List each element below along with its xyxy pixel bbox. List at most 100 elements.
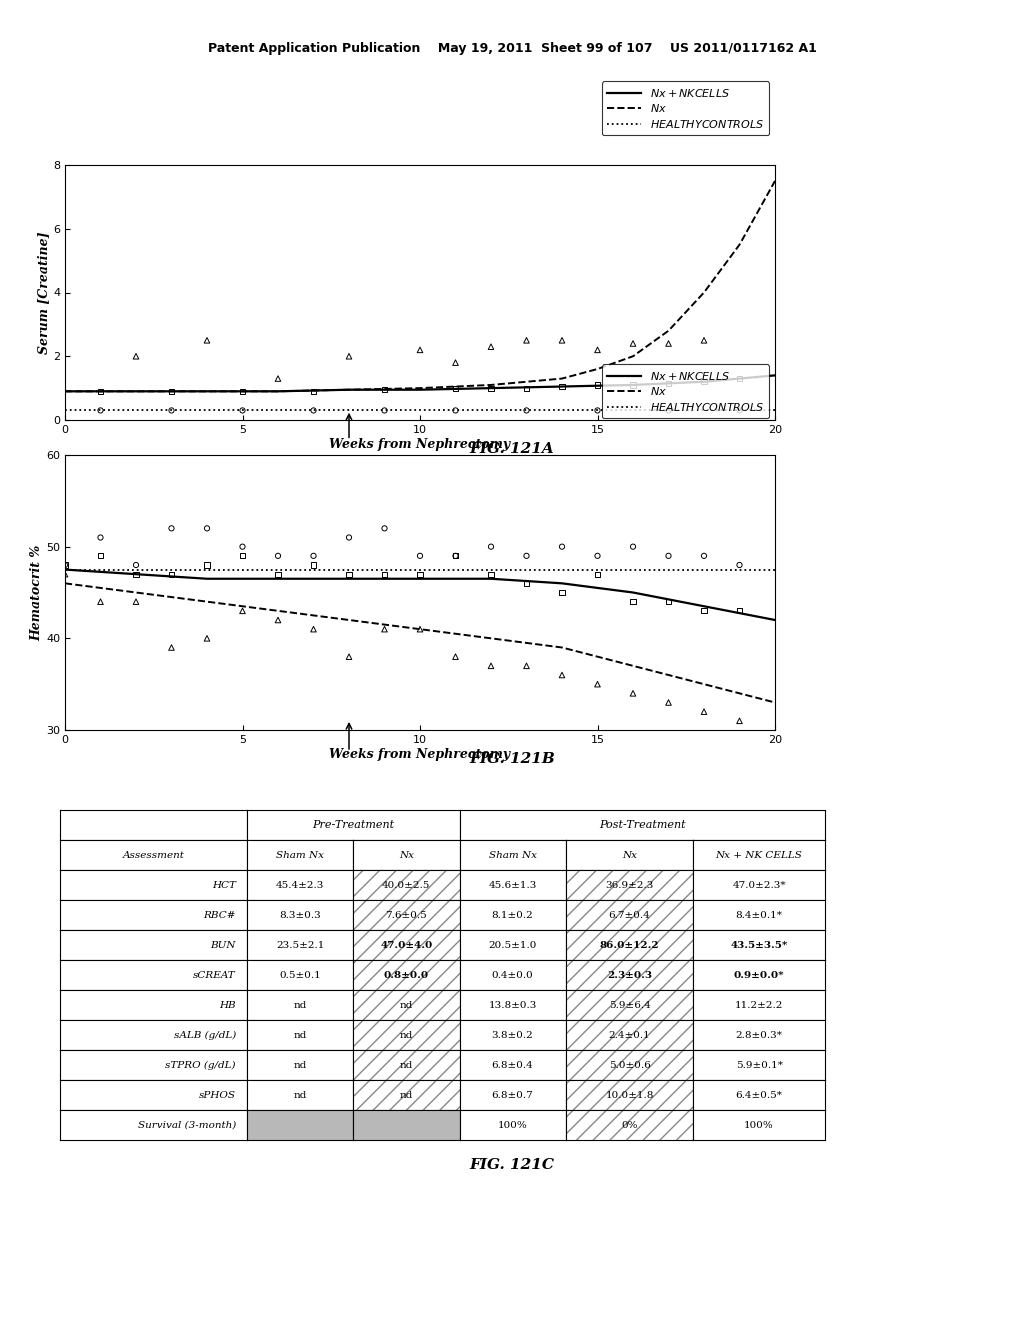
Point [234,601,251,622]
Point [589,673,605,694]
Text: Post-Treatment: Post-Treatment [599,820,685,830]
Point [376,379,392,400]
Text: nd: nd [399,1031,413,1040]
Point [518,545,535,566]
Point [731,400,748,421]
Point [234,400,251,421]
Point [199,628,215,649]
Point [482,378,499,399]
Point [696,545,713,566]
Text: 0.8±0.0: 0.8±0.0 [384,970,429,979]
Legend: $Nx + NK CELLS$, $Nx$, $HEALTHY CONTROLS$: $Nx + NK CELLS$, $Nx$, $HEALTHY CONTROLS… [602,364,769,418]
Point [518,400,535,421]
Point [660,545,677,566]
Y-axis label: Serum [Creatine]: Serum [Creatine] [37,231,50,354]
Point [447,545,464,566]
Point [92,545,109,566]
Point [163,517,179,539]
Point [589,400,605,421]
Text: nd: nd [399,1060,413,1069]
Text: BUN: BUN [210,940,236,949]
Text: 8.3±0.3: 8.3±0.3 [280,911,321,920]
Text: 100%: 100% [498,1121,527,1130]
Text: Nx: Nx [399,850,414,859]
X-axis label: Weeks from Nephrectomy: Weeks from Nephrectomy [330,438,511,450]
Point [447,352,464,374]
Point [269,610,286,631]
Text: 5.9±6.4: 5.9±6.4 [608,1001,650,1010]
Text: nd: nd [294,1031,307,1040]
Text: 5.9±0.1*: 5.9±0.1* [735,1060,782,1069]
Text: FIG. 121B: FIG. 121B [469,752,555,766]
Point [412,619,428,640]
Point [128,346,144,367]
X-axis label: Weeks from Nephrectomy: Weeks from Nephrectomy [330,747,511,760]
Point [305,545,322,566]
Text: 0.9±0.0*: 0.9±0.0* [734,970,784,979]
Y-axis label: Hematocrit %: Hematocrit % [31,544,43,640]
Text: 45.4±2.3: 45.4±2.3 [275,880,325,890]
Point [234,380,251,401]
Text: 8.1±0.2: 8.1±0.2 [492,911,534,920]
Point [554,376,570,397]
Point [447,645,464,667]
Point [554,330,570,351]
Point [341,346,357,367]
Point [482,655,499,676]
Point [625,682,641,704]
Point [660,591,677,612]
Point [412,545,428,566]
Point [696,330,713,351]
Text: nd: nd [294,1001,307,1010]
Point [56,564,73,585]
Text: 36.9±2.3: 36.9±2.3 [605,880,653,890]
Point [92,527,109,548]
Point [447,378,464,399]
Point [589,564,605,585]
Text: 2.3±0.3: 2.3±0.3 [607,970,652,979]
Text: Patent Application Publication    May 19, 2011  Sheet 99 of 107    US 2011/01171: Patent Application Publication May 19, 2… [208,42,816,55]
Point [482,337,499,358]
Point [660,400,677,421]
Point [482,564,499,585]
Text: FIG. 121A: FIG. 121A [470,442,554,455]
Text: 8.4±0.1*: 8.4±0.1* [735,911,782,920]
Text: 43.5±3.5*: 43.5±3.5* [730,940,787,949]
Text: 0%: 0% [622,1121,638,1130]
Point [554,664,570,685]
Text: 10.0±1.8: 10.0±1.8 [605,1090,653,1100]
Point [554,582,570,603]
Point [554,536,570,557]
Point [518,573,535,594]
Point [447,545,464,566]
Point [482,536,499,557]
Text: Survival (3-month): Survival (3-month) [137,1121,236,1130]
Text: 0.4±0.0: 0.4±0.0 [492,970,534,979]
Text: sCREAT: sCREAT [194,970,236,979]
Point [234,545,251,566]
Text: 6.8±0.7: 6.8±0.7 [492,1090,534,1100]
Point [56,554,73,576]
Text: 20.5±1.0: 20.5±1.0 [488,940,537,949]
Text: nd: nd [399,1001,413,1010]
Point [376,619,392,640]
Point [696,371,713,392]
Point [56,554,73,576]
Point [234,536,251,557]
Text: Nx: Nx [622,850,637,859]
Text: sPHOS: sPHOS [199,1090,236,1100]
Point [92,591,109,612]
Text: Pre-Treatment: Pre-Treatment [312,820,394,830]
Text: nd: nd [294,1090,307,1100]
Point [163,638,179,659]
Point [696,601,713,622]
Text: 0.5±0.1: 0.5±0.1 [280,970,321,979]
Text: 6.7±0.4: 6.7±0.4 [608,911,650,920]
Point [625,333,641,354]
Point [731,710,748,731]
Point [660,333,677,354]
Point [341,564,357,585]
Text: Sham Nx: Sham Nx [276,850,325,859]
Point [92,380,109,401]
Point [412,564,428,585]
